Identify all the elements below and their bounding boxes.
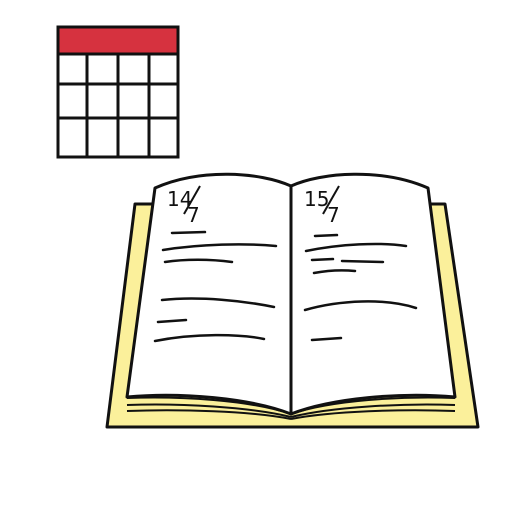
calendar-grid [58,54,178,157]
right-date-month: 7 [327,203,340,227]
left-page [125,172,293,416]
calendar-header [56,25,180,56]
right-page-writing [303,233,418,342]
right-date-day: 15 [304,187,329,211]
open-diary-book-icon: 14 7 15 7 [105,172,480,429]
left-page-date: 14 7 [167,185,201,227]
right-page-date: 15 7 [304,185,340,227]
calendar-icon [56,25,180,159]
left-page-writing [153,230,278,343]
left-date-month: 7 [187,203,200,227]
